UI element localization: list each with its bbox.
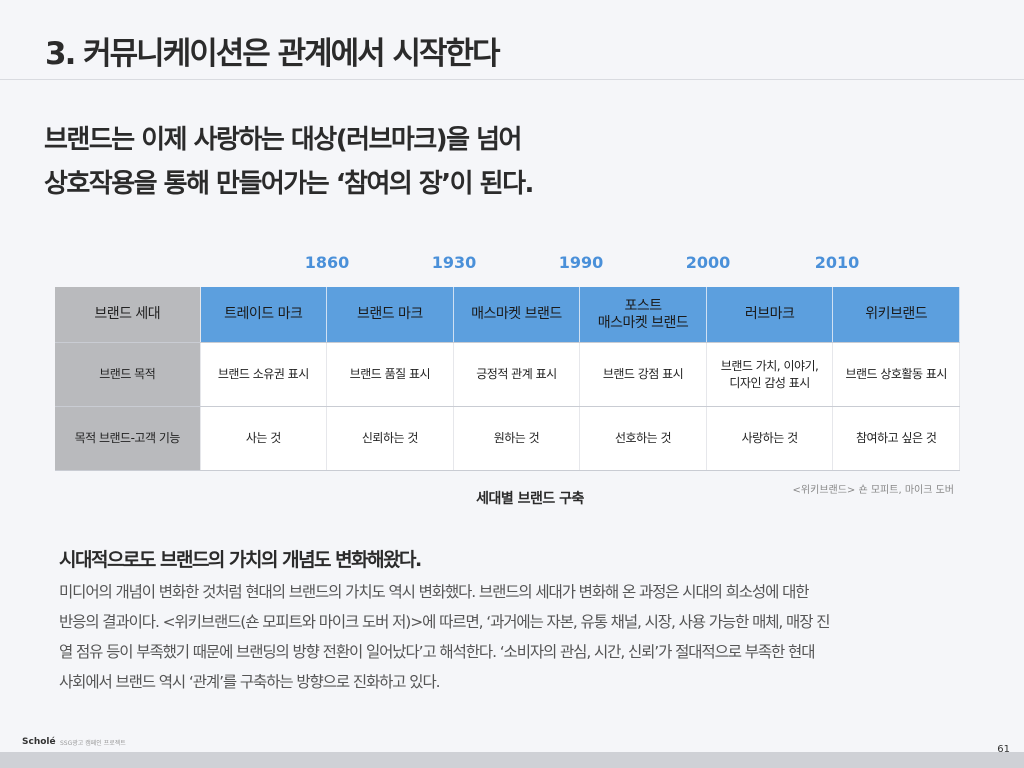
row-header: 브랜드 세대: [55, 287, 201, 343]
function-cell: 사는 것: [200, 406, 328, 471]
title-divider: [0, 79, 1024, 80]
cell-line: 디자인 감성 표시: [729, 375, 810, 390]
function-cell: 사랑하는 것: [706, 406, 834, 471]
slide-title: 3. 커뮤니케이션은 관계에서 시작한다: [45, 36, 501, 72]
footer-bar: [0, 752, 1024, 768]
function-cell: 선호하는 것: [579, 406, 707, 471]
timeline-years: 1860 1930 1990 2000 2010: [0, 253, 1024, 275]
year-label: 2010: [814, 253, 860, 272]
generation-row: 브랜드 세대 트레이드 마크 브랜드 마크 매스마켓 브랜드 포스트 매스마켓 브…: [55, 287, 960, 343]
footer-subtitle: SSG광고 캠페인 프로젝트: [60, 740, 126, 747]
cell-line: 브랜드 마크: [356, 306, 423, 322]
section-subhead: 시대적으로도 브랜드의 가치의 개념도 변화해왔다.: [59, 549, 422, 571]
brand-logo: Scholé: [22, 737, 56, 747]
generation-cell: 위키브랜드: [832, 287, 960, 343]
generation-cell: 브랜드 마크: [326, 287, 454, 343]
purpose-cell: 브랜드 강점 표시: [579, 342, 707, 407]
row-header: 브랜드 목적: [55, 342, 201, 407]
function-cell: 참여하고 싶은 것: [832, 406, 960, 471]
cell-line: 매스마켓 브랜드: [471, 306, 562, 322]
page-number: 61: [997, 744, 1010, 755]
purpose-cell: 브랜드 상호활동 표시: [832, 342, 960, 407]
source-note: <위키브랜드> 숀 모피트, 마이크 도버: [792, 485, 954, 496]
cell-line: 러브마크: [744, 306, 795, 322]
purpose-cell: 긍정적 관계 표시: [453, 342, 581, 407]
cell-line: 매스마켓 브랜드: [597, 314, 689, 331]
cell-line: 트레이드 마크: [224, 306, 303, 322]
year-label: 1990: [558, 253, 604, 272]
brand-generation-table: 브랜드 세대 트레이드 마크 브랜드 마크 매스마켓 브랜드 포스트 매스마켓 브…: [55, 287, 960, 471]
cell-line: 브랜드 상호활동 표시: [845, 367, 947, 381]
year-label: 2000: [685, 253, 731, 272]
paragraph-line: 반응의 결과이다. <위키브랜드(숀 모피트와 마이크 도버 저)>에 따르면,…: [59, 613, 830, 631]
function-cell: 신뢰하는 것: [326, 406, 454, 471]
body-paragraph: 미디어의 개념이 변화한 것처럼 현대의 브랜드의 가치도 역시 변화했다. 브…: [59, 577, 959, 697]
generation-cell: 포스트 매스마켓 브랜드: [579, 287, 707, 343]
purpose-cell: 브랜드 품질 표시: [326, 342, 454, 407]
year-label: 1930: [431, 253, 477, 272]
purpose-cell: 브랜드 소유권 표시: [200, 342, 328, 407]
headline-line-1: 브랜드는 이제 사랑하는 대상(러브마크)을 넘어: [44, 125, 522, 155]
generation-cell: 매스마켓 브랜드: [453, 287, 581, 343]
headline: 브랜드는 이제 사랑하는 대상(러브마크)을 넘어 상호작용을 통해 만들어가는…: [44, 118, 534, 206]
paragraph-line: 사회에서 브랜드 역시 ‘관계’를 구축하는 방향으로 진화하고 있다.: [59, 673, 441, 691]
cell-line: 브랜드 소유권 표시: [217, 367, 309, 381]
cell-line: 브랜드 강점 표시: [602, 367, 684, 381]
generation-cell: 러브마크: [706, 287, 834, 343]
paragraph-line: 열 점유 등이 부족했기 때문에 브랜딩의 방향 전환이 일어났다’고 해석한다…: [59, 643, 815, 661]
row-header: 목적 브랜드-고객 기능: [55, 406, 201, 471]
generation-cell: 트레이드 마크: [200, 287, 328, 343]
function-cell: 원하는 것: [453, 406, 581, 471]
cell-line: 포스트: [624, 297, 662, 314]
function-row: 목적 브랜드-고객 기능 사는 것 신뢰하는 것 원하는 것 선호하는 것 사랑…: [55, 406, 960, 471]
paragraph-line: 미디어의 개념이 변화한 것처럼 현대의 브랜드의 가치도 역시 변화했다. 브…: [59, 583, 809, 601]
purpose-row: 브랜드 목적 브랜드 소유권 표시 브랜드 품질 표시 긍정적 관계 표시 브랜…: [55, 342, 960, 407]
year-label: 1860: [304, 253, 350, 272]
cell-line: 브랜드 품질 표시: [349, 367, 431, 381]
headline-line-2: 상호작용을 통해 만들어가는 ‘참여의 장’이 된다.: [44, 169, 534, 199]
table-caption: 세대별 브랜드 구축: [476, 491, 584, 507]
purpose-cell: 브랜드 가치, 이야기, 디자인 감성 표시: [706, 342, 834, 407]
cell-line: 위키브랜드: [865, 306, 928, 322]
cell-line: 긍정적 관계 표시: [476, 367, 557, 381]
cell-line: 브랜드 가치, 이야기,: [720, 358, 819, 373]
